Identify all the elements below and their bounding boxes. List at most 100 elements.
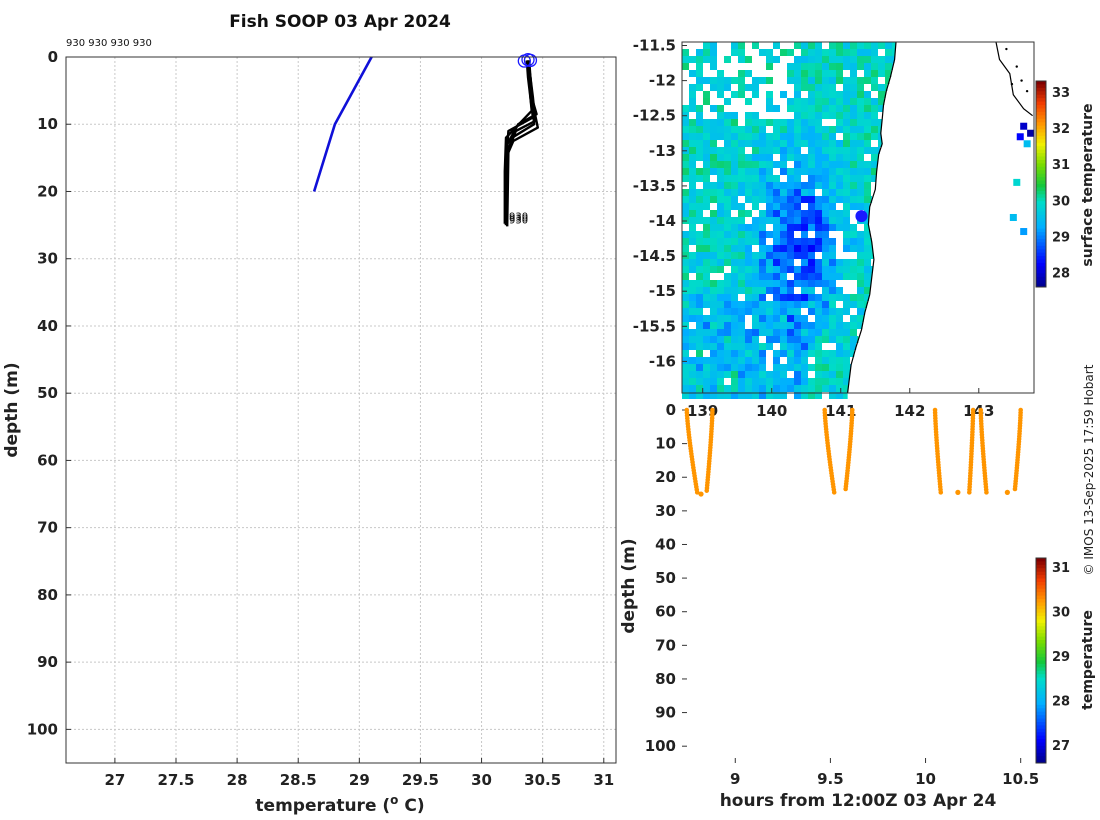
sst-cell	[885, 49, 892, 56]
sst-cell	[752, 252, 759, 259]
sst-cell	[808, 322, 815, 329]
sst-cell	[731, 294, 738, 301]
colorbar-segment	[1036, 232, 1046, 236]
sst-cell	[759, 133, 766, 140]
coastline-east	[995, 41, 1033, 117]
colorbar-segment	[1036, 640, 1046, 644]
sst-cell	[738, 343, 745, 350]
dt-y-tick-label: 30	[655, 502, 676, 520]
sst-cell	[752, 112, 759, 119]
sst-cell	[724, 203, 731, 210]
sst-cell	[864, 126, 871, 133]
sst-cell	[724, 273, 731, 280]
sst-cell	[829, 371, 836, 378]
sst-cell	[829, 203, 836, 210]
colorbar-segment	[1036, 568, 1046, 573]
sst-cell	[836, 224, 843, 231]
sst-cell	[745, 245, 752, 252]
sst-cell	[787, 217, 794, 224]
sst-cell	[759, 189, 766, 196]
sst-cell	[689, 196, 696, 203]
sst-cell	[780, 224, 787, 231]
sst-cell	[724, 357, 731, 364]
sst-cell	[696, 385, 703, 392]
sst-cell	[815, 259, 822, 266]
sst-cell	[724, 217, 731, 224]
sst-cell	[822, 273, 829, 280]
sst-cell	[801, 196, 808, 203]
sst-cell	[850, 133, 857, 140]
cast-point	[1004, 489, 1010, 495]
sst-cell	[780, 203, 787, 210]
sst-cell	[717, 77, 724, 84]
sst-cell	[752, 378, 759, 385]
sst-cell	[745, 112, 752, 119]
sst-cell	[759, 266, 766, 273]
sst-cell	[843, 147, 850, 154]
sst-cell	[703, 301, 710, 308]
sst-cell	[682, 161, 689, 168]
y-tick-label: 80	[37, 586, 58, 604]
sst-cell	[773, 357, 780, 364]
sst-cell	[766, 266, 773, 273]
sst-cell	[794, 301, 801, 308]
sst-cell	[710, 343, 717, 350]
sst-cell	[703, 154, 710, 161]
sst-cell	[752, 91, 759, 98]
sst-cell	[717, 343, 724, 350]
sst-cell	[759, 126, 766, 133]
colorbar-segment	[1036, 643, 1046, 648]
sst-cell	[759, 168, 766, 175]
sst-cell	[717, 287, 724, 294]
sst-cell	[850, 238, 857, 245]
series-line-profile-6	[504, 60, 539, 223]
colorbar-segment	[1036, 605, 1046, 610]
sst-cell	[857, 84, 864, 91]
sst-cell	[857, 49, 864, 56]
sst-cell	[703, 140, 710, 147]
sst-cell	[703, 217, 710, 224]
colorbar-segment	[1036, 149, 1046, 154]
sst-cell	[752, 392, 759, 399]
sst-cell	[843, 203, 850, 210]
sst-cell	[836, 357, 843, 364]
sst-cell	[864, 98, 871, 105]
sst-cell	[787, 196, 794, 203]
sst-cell	[815, 154, 822, 161]
sst-cell	[696, 168, 703, 175]
sst-cell	[689, 308, 696, 315]
sst-cell	[738, 287, 745, 294]
sst-cell	[843, 273, 850, 280]
colorbar-segment	[1036, 745, 1046, 750]
sst-cell	[745, 231, 752, 238]
sst-cell	[738, 273, 745, 280]
sst-cell	[696, 119, 703, 126]
sst-cell	[717, 385, 724, 392]
sst-cell	[864, 238, 871, 245]
sst-cell	[794, 119, 801, 126]
sst-cell	[773, 224, 780, 231]
sst-cell	[787, 77, 794, 84]
sst-cell	[843, 77, 850, 84]
sst-cell	[843, 350, 850, 357]
sst-cell	[738, 308, 745, 315]
sst-cell	[759, 49, 766, 56]
sst-cell	[766, 133, 773, 140]
sst-cell	[794, 336, 801, 343]
sst-cell	[836, 189, 843, 196]
sst-cell	[829, 161, 836, 168]
sst-cell	[864, 224, 869, 231]
x-tick-label: 28.5	[280, 771, 317, 789]
sst-cell	[822, 70, 829, 77]
sst-cell	[822, 350, 829, 357]
sst-cell	[794, 224, 801, 231]
dt-y-tick-label: 20	[655, 468, 676, 486]
sst-cell	[773, 378, 780, 385]
sst-cell	[801, 322, 808, 329]
sst-cell	[745, 252, 752, 259]
sst-cell	[801, 371, 808, 378]
sst-cell	[780, 280, 787, 287]
sst-cell	[822, 280, 829, 287]
sst-cell	[808, 308, 815, 315]
sst-cell	[780, 196, 787, 203]
